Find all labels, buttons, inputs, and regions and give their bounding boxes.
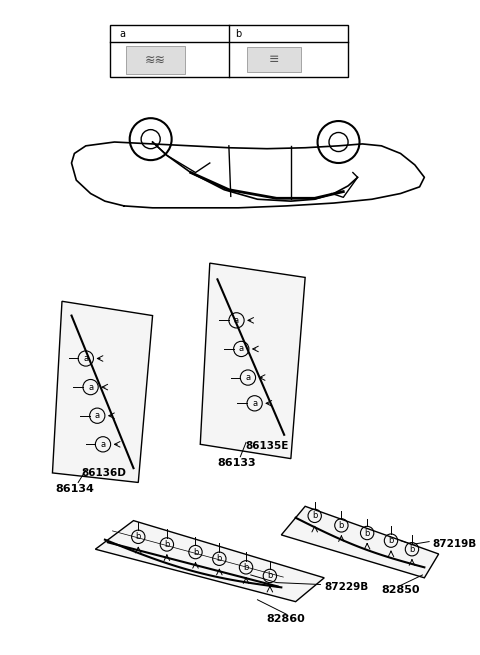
Text: a: a xyxy=(245,373,251,382)
Text: b: b xyxy=(235,29,241,39)
Text: b: b xyxy=(388,536,394,545)
Text: a: a xyxy=(239,345,244,354)
Text: b: b xyxy=(216,554,222,563)
Polygon shape xyxy=(52,301,153,483)
Text: b: b xyxy=(364,529,370,538)
Text: a: a xyxy=(252,399,257,408)
Text: a: a xyxy=(83,354,88,363)
Text: a: a xyxy=(119,29,125,39)
Text: 87219B: 87219B xyxy=(432,540,476,550)
FancyBboxPatch shape xyxy=(109,25,348,77)
Text: a: a xyxy=(234,316,239,325)
FancyBboxPatch shape xyxy=(247,47,301,73)
Text: 86725B: 86725B xyxy=(247,29,294,39)
FancyBboxPatch shape xyxy=(126,46,185,74)
Text: 86134: 86134 xyxy=(55,484,94,494)
Text: 82850: 82850 xyxy=(381,585,420,595)
Text: b: b xyxy=(193,548,198,557)
Text: b: b xyxy=(267,571,273,580)
Text: ≡: ≡ xyxy=(268,52,279,66)
Text: b: b xyxy=(312,512,317,520)
Text: 86133: 86133 xyxy=(217,458,256,468)
Text: b: b xyxy=(409,545,415,553)
Text: b: b xyxy=(135,533,141,541)
Text: b: b xyxy=(164,540,169,549)
Text: 86136D: 86136D xyxy=(81,468,126,478)
Text: 86135E: 86135E xyxy=(245,441,288,451)
Text: a: a xyxy=(95,411,100,421)
Text: b: b xyxy=(339,521,344,530)
Polygon shape xyxy=(281,506,439,578)
Text: a: a xyxy=(88,383,93,392)
Text: a: a xyxy=(100,440,106,449)
Text: 86143C: 86143C xyxy=(131,29,178,39)
Polygon shape xyxy=(96,521,324,602)
Text: 82860: 82860 xyxy=(267,614,305,624)
Text: b: b xyxy=(243,563,249,572)
Text: 87229B: 87229B xyxy=(324,582,369,592)
Text: ≋≋: ≋≋ xyxy=(145,54,166,67)
Polygon shape xyxy=(200,263,305,458)
